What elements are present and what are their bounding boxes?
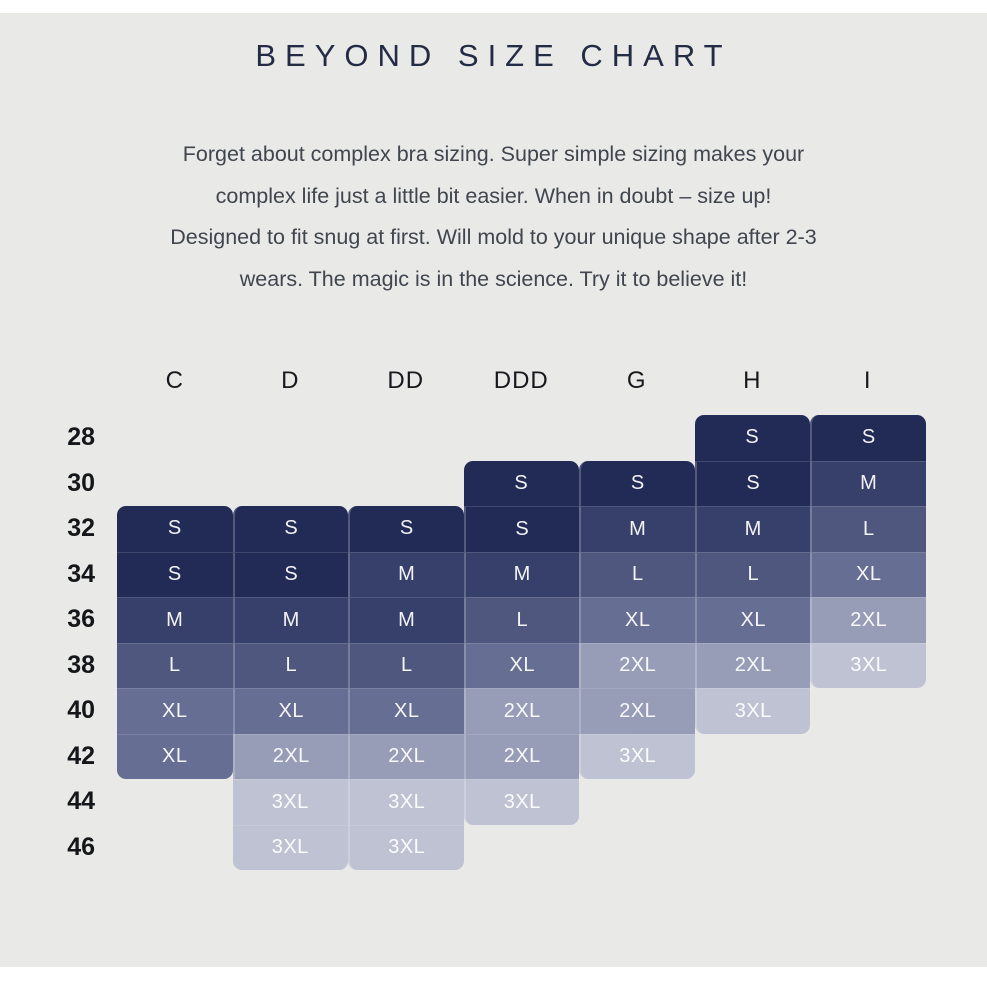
column-header-i: I	[863, 366, 872, 394]
intro-line-1: Forget about complex bra sizing. Super s…	[182, 142, 805, 166]
intro-line-2: complex life just a little bit easier. W…	[215, 183, 772, 208]
row-label-42: 42	[67, 741, 95, 770]
page-title: BEYOND SIZE CHART	[255, 38, 732, 73]
size-cell-40-d: XL	[232, 688, 348, 734]
row-label-28: 28	[67, 423, 95, 452]
size-cell-44-dd: 3XL	[348, 779, 464, 825]
size-cell-36-h: XL	[694, 597, 810, 643]
size-cell-32-c: S	[117, 506, 233, 552]
row-label-44: 44	[67, 787, 95, 816]
size-cell-42-d: 2XL	[232, 733, 348, 779]
column-header-d: D	[281, 366, 300, 394]
intro-paragraph: Forget about complex bra sizing. Super s…	[0, 134, 987, 300]
column-header-dd: DD	[387, 366, 425, 394]
size-cell-42-ddd: 2XL	[463, 733, 579, 779]
size-cell-44-d: 3XL	[232, 779, 348, 825]
size-cell-36-g: XL	[579, 597, 695, 643]
intro-line-3: Designed to fit snug at first. Will mold…	[170, 225, 817, 249]
size-cell-32-d: S	[232, 506, 348, 552]
column-headers: C D DD DDD G H I	[117, 358, 987, 403]
size-cell-38-h: 2XL	[694, 642, 810, 688]
size-cell-36-c: M	[117, 597, 233, 643]
size-cell-42-dd: 2XL	[348, 733, 464, 779]
row-label-32: 32	[67, 514, 95, 543]
row-label-38: 38	[67, 650, 95, 679]
size-cell-30-ddd: S	[463, 460, 579, 506]
size-cell-32-dd: S	[348, 506, 464, 552]
size-cell-34-c: S	[117, 551, 233, 597]
size-cell-36-i: 2XL	[810, 597, 926, 643]
size-cell-32-ddd: S	[463, 506, 579, 552]
size-cell-28-i: S	[810, 415, 926, 461]
size-cell-38-i: 3XL	[810, 642, 926, 688]
size-cell-30-i: M	[810, 460, 926, 506]
size-cell-34-i: XL	[810, 551, 926, 597]
column-header-ddd: DDD	[493, 366, 549, 394]
size-cell-40-ddd: 2XL	[463, 688, 579, 734]
size-grid: 28 30 32 34 36 38 40 42 44 46 S S M L XL XL S S M L XL 2XL 3XL…	[0, 415, 987, 870]
size-cell-36-ddd: L	[463, 597, 579, 643]
size-chart: C D DD DDD G H I 28 30 32 34 36 38 40 42 44 46 S S M L XL XL S…	[0, 358, 987, 870]
size-cell-40-dd: XL	[348, 688, 464, 734]
size-cell-46-d: 3XL	[232, 824, 348, 870]
size-cell-34-ddd: M	[463, 551, 579, 597]
size-cell-38-d: L	[232, 642, 348, 688]
size-cell-30-h: S	[694, 460, 810, 506]
size-cell-40-h: 3XL	[694, 688, 810, 734]
size-cell-38-ddd: XL	[463, 642, 579, 688]
size-cell-38-dd: L	[348, 642, 464, 688]
size-cell-34-dd: M	[348, 551, 464, 597]
size-cell-44-ddd: 3XL	[463, 779, 579, 825]
size-cell-38-g: 2XL	[579, 642, 695, 688]
intro-line-4: wears. The magic is in the science. Try …	[239, 266, 748, 291]
size-cell-28-h: S	[694, 415, 810, 461]
size-cell-36-dd: M	[348, 597, 464, 643]
column-header-h: H	[743, 366, 762, 394]
size-cell-36-d: M	[232, 597, 348, 643]
size-cell-34-d: S	[232, 551, 348, 597]
row-label-34: 34	[67, 559, 95, 588]
size-cell-42-c: XL	[117, 733, 233, 779]
size-cell-42-g: 3XL	[579, 733, 695, 779]
size-cell-34-g: L	[579, 551, 695, 597]
size-cell-32-g: M	[579, 506, 695, 552]
size-cell-46-dd: 3XL	[348, 824, 464, 870]
size-cell-32-i: L	[810, 506, 926, 552]
size-cell-40-g: 2XL	[579, 688, 695, 734]
row-label-46: 46	[67, 832, 95, 861]
size-cell-30-g: S	[579, 460, 695, 506]
row-label-40: 40	[67, 696, 95, 725]
size-cell-38-c: L	[117, 642, 233, 688]
size-cell-34-h: L	[694, 551, 810, 597]
row-label-30: 30	[67, 468, 95, 497]
row-label-36: 36	[67, 605, 95, 634]
size-cell-40-c: XL	[117, 688, 233, 734]
column-header-c: C	[165, 366, 184, 394]
column-header-g: G	[626, 366, 647, 394]
size-cell-32-h: M	[694, 506, 810, 552]
